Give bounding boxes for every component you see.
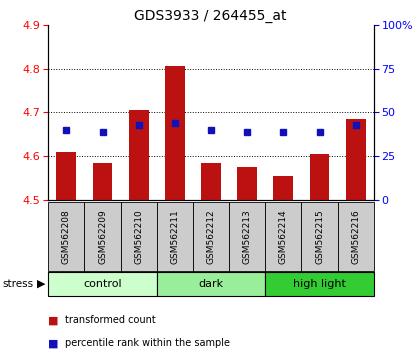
- Bar: [56, 152, 76, 200]
- Text: GSM562215: GSM562215: [315, 209, 324, 264]
- Text: GSM562216: GSM562216: [351, 209, 360, 264]
- Text: percentile rank within the sample: percentile rank within the sample: [65, 338, 230, 348]
- Bar: [157, 272, 265, 296]
- Text: control: control: [83, 279, 122, 289]
- Text: GSM562208: GSM562208: [62, 209, 71, 264]
- Bar: [129, 110, 149, 200]
- Bar: [265, 272, 374, 296]
- Bar: [338, 202, 374, 271]
- Text: GDS3933 / 264455_at: GDS3933 / 264455_at: [134, 9, 286, 23]
- Bar: [273, 176, 293, 200]
- Text: GSM562210: GSM562210: [134, 209, 143, 264]
- Text: ■: ■: [48, 315, 59, 325]
- Bar: [157, 202, 193, 271]
- Bar: [48, 202, 84, 271]
- Bar: [48, 272, 157, 296]
- Text: ■: ■: [48, 338, 59, 348]
- Bar: [265, 202, 302, 271]
- Bar: [165, 67, 185, 200]
- Bar: [121, 202, 157, 271]
- Text: stress: stress: [2, 279, 33, 289]
- Text: GSM562214: GSM562214: [279, 209, 288, 264]
- Text: ▶: ▶: [37, 279, 45, 289]
- Text: GSM562209: GSM562209: [98, 209, 107, 264]
- Bar: [310, 154, 330, 200]
- Bar: [346, 119, 366, 200]
- Bar: [92, 163, 113, 200]
- Bar: [193, 202, 229, 271]
- Text: dark: dark: [199, 279, 223, 289]
- Text: GSM562212: GSM562212: [207, 209, 215, 264]
- Bar: [302, 202, 338, 271]
- Bar: [237, 167, 257, 200]
- Text: transformed count: transformed count: [65, 315, 156, 325]
- Bar: [229, 202, 265, 271]
- Bar: [84, 202, 121, 271]
- Text: high light: high light: [293, 279, 346, 289]
- Text: GSM562213: GSM562213: [243, 209, 252, 264]
- Bar: [201, 163, 221, 200]
- Text: GSM562211: GSM562211: [171, 209, 179, 264]
